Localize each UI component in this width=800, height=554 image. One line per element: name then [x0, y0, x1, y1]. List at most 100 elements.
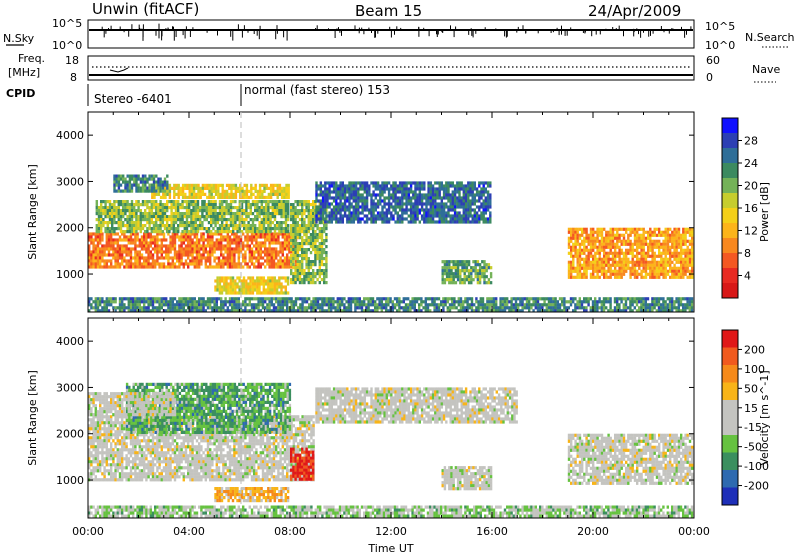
heatmap-cell	[243, 209, 246, 213]
heatmap-cell	[127, 259, 130, 263]
heatmap-cell	[117, 177, 121, 181]
heatmap-cell	[671, 251, 674, 255]
heatmap-cell	[259, 265, 262, 269]
heatmap-cell	[578, 266, 582, 270]
heatmap-cell	[206, 297, 210, 301]
heatmap-cell	[296, 230, 299, 234]
heatmap-cell	[436, 208, 439, 212]
heatmap-cell	[206, 253, 210, 257]
heatmap-cell	[111, 215, 114, 219]
heatmap-cell	[106, 206, 109, 210]
heatmap-cell	[412, 211, 415, 215]
heatmap-cell	[332, 187, 336, 191]
heatmap-cell	[251, 279, 255, 283]
heatmap-cell	[121, 244, 124, 248]
heatmap-cell	[125, 253, 128, 257]
heatmap-cell	[228, 247, 232, 251]
heatmap-cell	[324, 184, 327, 188]
heatmap-cell	[247, 212, 250, 216]
heatmap-cell	[190, 183, 194, 187]
heatmap-cell	[250, 256, 254, 260]
heatmap-cell	[124, 183, 127, 187]
heatmap-cell	[379, 196, 382, 200]
heatmap-cell	[132, 265, 135, 269]
heatmap-cell	[449, 199, 452, 203]
heatmap-cell	[113, 180, 116, 184]
heatmap-cell	[343, 187, 347, 191]
heatmap-cell	[316, 251, 319, 255]
heatmap-cell	[316, 278, 319, 282]
heatmap-cell	[434, 196, 437, 200]
heatmap-cell	[323, 263, 326, 267]
heatmap-cell	[229, 209, 233, 213]
heatmap-cell	[465, 275, 469, 279]
heatmap-cell	[631, 266, 634, 270]
heatmap-cell	[209, 241, 212, 245]
heatmap-cell	[220, 303, 223, 307]
heatmap-cell	[198, 253, 201, 257]
heatmap-cell	[416, 181, 419, 185]
heatmap-cell	[118, 244, 122, 248]
heatmap-cell	[462, 196, 465, 200]
heatmap-cell	[264, 282, 268, 286]
heatmap-cell	[272, 250, 276, 254]
heatmap-cell	[609, 239, 612, 243]
heatmap-cell	[156, 253, 159, 257]
heatmap-cell	[191, 238, 194, 242]
heatmap-cell	[149, 297, 152, 301]
heatmap-cell	[113, 200, 116, 204]
heatmap-cell	[229, 200, 233, 204]
heatmap-cell	[594, 257, 597, 261]
heatmap-cell	[217, 256, 221, 260]
heatmap-cell	[315, 181, 318, 185]
heatmap-cell	[307, 203, 310, 207]
heatmap-cell	[129, 309, 133, 313]
heatmap-cell	[92, 259, 95, 263]
heatmap-cell	[480, 211, 483, 215]
heatmap-cell	[129, 265, 133, 269]
heatmap-cell	[262, 279, 265, 283]
heatmap-cell	[486, 220, 490, 224]
heatmap-cell	[217, 265, 221, 269]
heatmap-cell	[218, 282, 222, 286]
heatmap-cell	[160, 300, 163, 304]
heatmap-cell	[224, 235, 227, 239]
heatmap-cell	[190, 227, 193, 231]
heatmap-cell	[135, 174, 138, 178]
heatmap-cell	[211, 297, 214, 301]
heatmap-cell	[614, 260, 617, 264]
heatmap-cell	[107, 238, 111, 242]
heatmap-cell	[94, 303, 97, 307]
heatmap-cell	[121, 306, 124, 310]
heatmap-cell	[483, 263, 486, 267]
heatmap-cell	[686, 251, 689, 255]
heatmap-cell	[167, 244, 170, 248]
heatmap-cell	[148, 218, 151, 222]
heatmap-cell	[622, 266, 626, 270]
heatmap-cell	[423, 196, 426, 200]
heatmap-cell	[611, 242, 615, 246]
heatmap-cell	[273, 291, 276, 295]
heatmap-cell	[644, 254, 648, 258]
heatmap-cell	[434, 181, 437, 185]
heatmap-cell	[173, 265, 177, 269]
heatmap-cell	[655, 254, 659, 258]
heatmap-cell	[124, 200, 127, 204]
heatmap-cell	[318, 275, 321, 279]
heatmap-cell	[264, 259, 267, 263]
heatmap-cell	[414, 217, 417, 221]
heatmap-cell	[592, 266, 595, 270]
heatmap-cell	[139, 180, 143, 184]
heatmap-cell	[191, 247, 194, 251]
heatmap-cell	[138, 306, 141, 310]
heatmap-cell	[258, 279, 261, 283]
heatmap-cell	[138, 262, 141, 266]
heatmap-cell	[104, 221, 107, 225]
heatmap-cell	[461, 263, 464, 267]
heatmap-cell	[183, 200, 186, 204]
heatmap-cell	[464, 214, 468, 218]
heatmap-cell	[567, 230, 571, 234]
heatmap-cell	[220, 285, 224, 289]
heatmap-cell	[618, 227, 621, 231]
heatmap-cell	[461, 269, 464, 273]
